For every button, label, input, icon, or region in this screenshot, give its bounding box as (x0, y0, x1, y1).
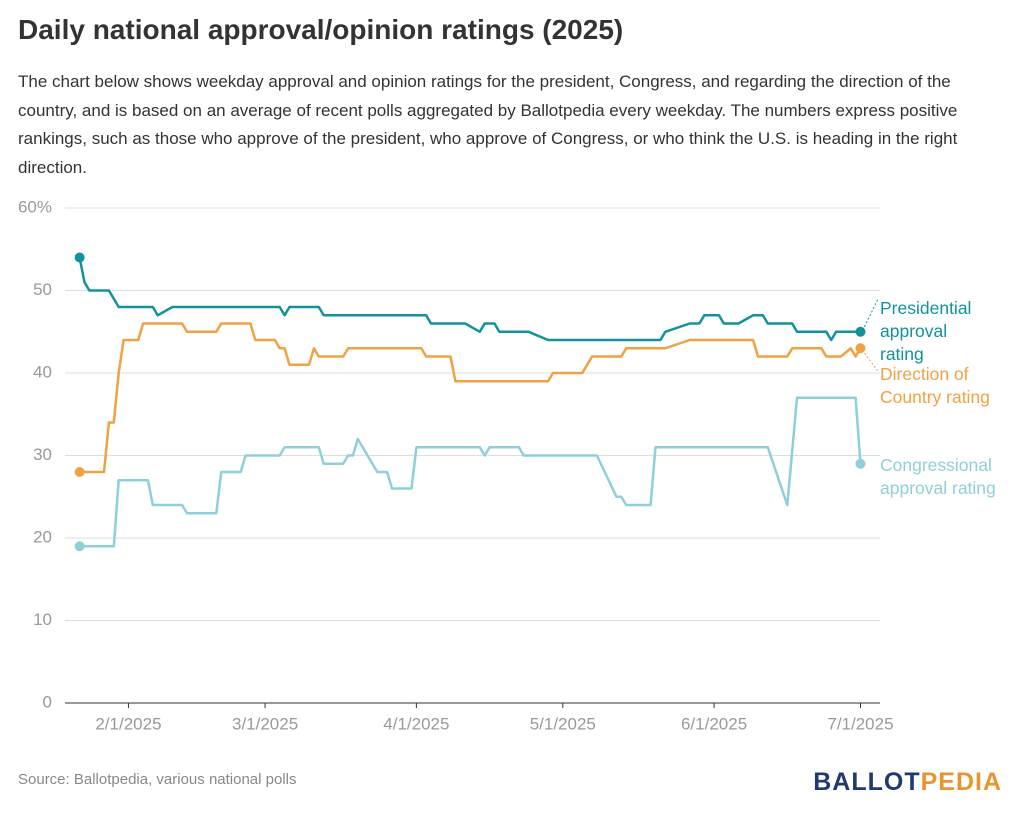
end-point (855, 458, 866, 469)
x-tick-label: 5/1/2025 (530, 714, 596, 733)
series-label: Presidential approval rating (880, 298, 972, 364)
y-tick-label: 0 (43, 692, 52, 711)
source-note: Source: Ballotpedia, various national po… (18, 771, 297, 788)
end-point (855, 326, 866, 337)
y-tick-label: 20 (33, 527, 52, 546)
y-tick-label: 40 (33, 362, 52, 381)
x-tick-label: 4/1/2025 (383, 714, 449, 733)
x-tick-label: 7/1/2025 (827, 714, 893, 733)
end-point (74, 252, 85, 263)
leader-line (864, 352, 879, 372)
series-line (78, 257, 861, 342)
end-point (855, 343, 866, 354)
chart-subtitle: The chart below shows weekday approval a… (18, 72, 958, 177)
brand-part: BALLOT (813, 768, 921, 796)
x-tick-label: 3/1/2025 (232, 714, 298, 733)
y-tick-label: 60% (18, 197, 52, 216)
series-label: Congressional approval rating (880, 455, 996, 498)
end-point (74, 541, 85, 552)
x-tick-label: 6/1/2025 (681, 714, 747, 733)
y-tick-label: 10 (33, 610, 52, 629)
x-tick-label: 2/1/2025 (95, 714, 161, 733)
series-line (79, 396, 862, 548)
series-line (79, 322, 862, 474)
series-label: Direction of Country rating (880, 364, 990, 407)
leader-line (864, 298, 879, 327)
y-tick-label: 30 (33, 445, 52, 464)
chart-title: Daily national approval/opinion ratings … (18, 14, 624, 45)
brand-logo: BALLOTPEDIA (813, 768, 1002, 797)
end-point (74, 467, 85, 477)
y-tick-label: 50 (33, 280, 52, 299)
brand-part: PEDIA (920, 768, 1002, 796)
